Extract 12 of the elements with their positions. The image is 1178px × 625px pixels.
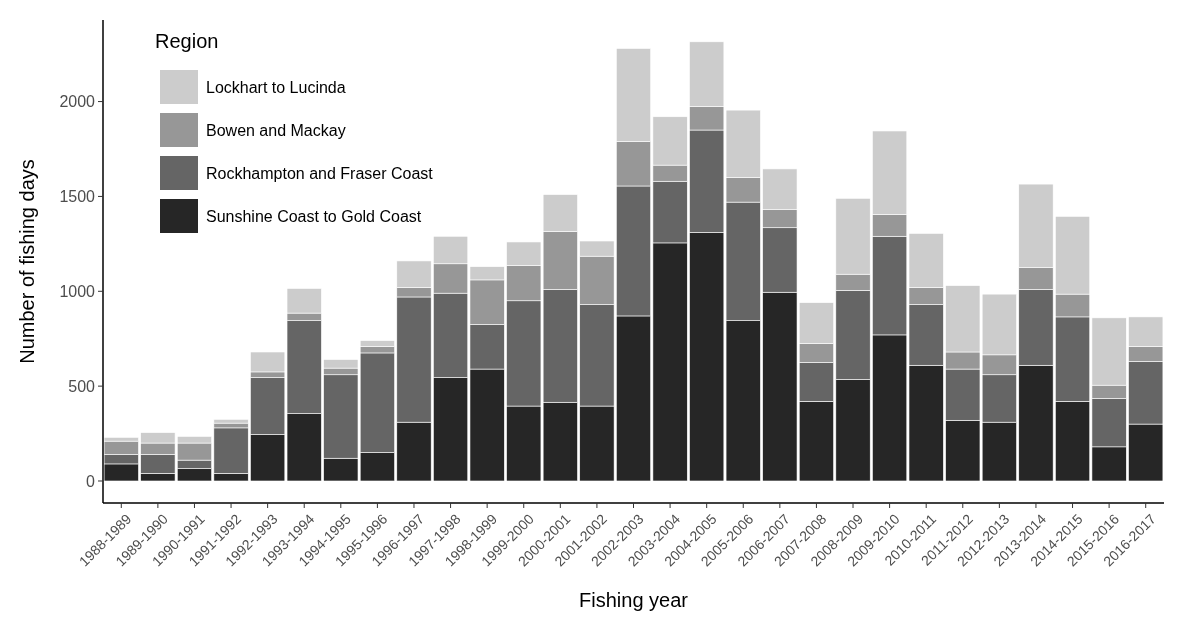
legend-label: Lockhart to Lucinda [206, 78, 346, 96]
y-tick-label: 500 [68, 377, 96, 395]
y-tick-label: 0 [86, 472, 96, 490]
y-tick-label: 1500 [59, 188, 96, 206]
legend-label: Sunshine Coast to Gold Coast [206, 207, 422, 225]
y-tick-label: 1000 [59, 282, 96, 300]
y-tick-label: 2000 [59, 93, 96, 111]
y-axis-title: Number of fishing days [16, 159, 38, 364]
legend-label: Rockhampton and Fraser Coast [206, 164, 434, 182]
x-axis-title: Fishing year [579, 589, 689, 611]
legend-title: Region [155, 30, 219, 52]
legend-label: Bowen and Mackay [206, 121, 346, 139]
